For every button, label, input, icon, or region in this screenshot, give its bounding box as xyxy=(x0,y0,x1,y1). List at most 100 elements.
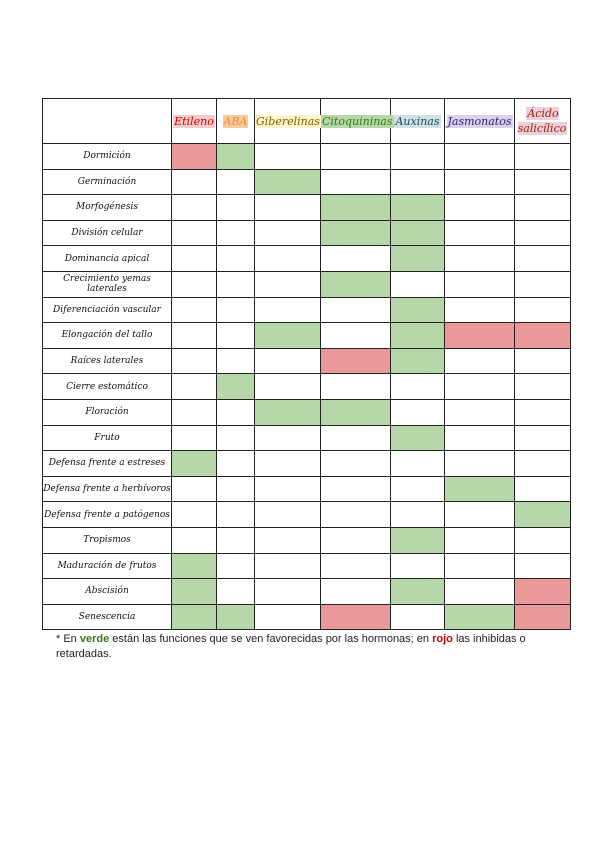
cell xyxy=(514,552,571,580)
cell xyxy=(254,398,321,426)
cell xyxy=(390,194,445,221)
cell xyxy=(390,526,445,554)
cell xyxy=(444,219,515,247)
cell xyxy=(171,398,217,426)
cell xyxy=(444,603,515,631)
table-row: Diferenciación vascular xyxy=(42,296,571,324)
cell xyxy=(444,322,515,349)
cell xyxy=(514,270,571,298)
cell xyxy=(320,603,391,631)
cell xyxy=(514,603,571,631)
cell xyxy=(320,245,391,272)
table-row: Defensa frente a patógenos xyxy=(42,501,571,528)
cell xyxy=(171,245,217,272)
header-label: Jasmonatos xyxy=(446,114,513,128)
table-row: Dominancia apical xyxy=(42,245,571,272)
cell xyxy=(320,270,391,298)
cell xyxy=(254,270,321,298)
header-label: ABA xyxy=(222,114,249,128)
cell xyxy=(171,322,217,349)
cell xyxy=(444,347,515,375)
cell xyxy=(216,475,255,503)
header-label: Ácido salicílico xyxy=(517,107,568,135)
cell xyxy=(514,245,571,272)
table-row: División celular xyxy=(42,219,571,247)
table-row: Crecimiento yemas laterales xyxy=(42,270,571,298)
table-row: Fruto xyxy=(42,424,571,452)
cell xyxy=(390,501,445,528)
cell xyxy=(216,501,255,528)
cell xyxy=(514,398,571,426)
cell xyxy=(444,526,515,554)
cell xyxy=(514,347,571,375)
table-row: Senescencia xyxy=(42,603,571,631)
row-label: Defensa frente a herbívoros xyxy=(42,475,172,503)
table-row: Abscisión xyxy=(42,578,571,605)
cell xyxy=(320,347,391,375)
row-label: Elongación del tallo xyxy=(42,322,172,349)
cell xyxy=(216,270,255,298)
cell xyxy=(254,194,321,221)
cell xyxy=(444,168,515,196)
cell xyxy=(254,552,321,580)
table-body: Dormición Germinación Morfogénesis División… xyxy=(42,143,571,631)
column-header: Etileno xyxy=(171,98,217,144)
row-label: Morfogénesis xyxy=(42,194,172,221)
cell xyxy=(390,450,445,477)
cell xyxy=(390,270,445,298)
cell xyxy=(171,219,217,247)
cell xyxy=(254,373,321,400)
cell xyxy=(254,603,321,631)
row-label: Cierre estomático xyxy=(42,373,172,400)
footnote: * En verde están las funciones que se ve… xyxy=(56,632,526,662)
cell xyxy=(320,501,391,528)
cell xyxy=(390,219,445,247)
hormone-table: Etileno ABA Giberelinas Citoquininas Auxinas… xyxy=(42,98,571,631)
cell xyxy=(444,373,515,400)
cell xyxy=(216,322,255,349)
row-label: Dormición xyxy=(42,143,172,170)
cell xyxy=(514,194,571,221)
cell xyxy=(216,143,255,170)
cell xyxy=(216,296,255,324)
cell xyxy=(254,526,321,554)
header-label: Etileno xyxy=(173,114,215,128)
row-label: División celular xyxy=(42,219,172,247)
cell xyxy=(320,143,391,170)
table-row: Raíces laterales xyxy=(42,347,571,375)
row-label: Crecimiento yemas laterales xyxy=(42,270,172,298)
cell xyxy=(171,347,217,375)
cell xyxy=(320,296,391,324)
cell xyxy=(514,219,571,247)
cell xyxy=(216,450,255,477)
cell xyxy=(514,373,571,400)
cell xyxy=(390,347,445,375)
cell xyxy=(254,245,321,272)
cell xyxy=(514,475,571,503)
table-row: Cierre estomático xyxy=(42,373,571,400)
cell xyxy=(444,194,515,221)
cell xyxy=(254,219,321,247)
cell xyxy=(514,296,571,324)
cell xyxy=(390,424,445,452)
cell xyxy=(514,168,571,196)
cell xyxy=(216,578,255,605)
cell xyxy=(390,552,445,580)
note-red-word: rojo xyxy=(432,633,453,645)
header-label: Giberelinas xyxy=(255,114,321,128)
cell xyxy=(444,475,515,503)
header-label: Auxinas xyxy=(394,114,441,128)
column-header: ABA xyxy=(216,98,255,144)
cell xyxy=(320,424,391,452)
cell xyxy=(390,475,445,503)
cell xyxy=(171,552,217,580)
cell xyxy=(171,424,217,452)
cell xyxy=(390,373,445,400)
cell xyxy=(216,245,255,272)
cell xyxy=(444,296,515,324)
cell xyxy=(171,475,217,503)
column-header: Jasmonatos xyxy=(444,98,515,144)
cell xyxy=(216,168,255,196)
note-text: están las funciones que se ven favorecid… xyxy=(112,633,430,645)
row-label: Floración xyxy=(42,398,172,426)
